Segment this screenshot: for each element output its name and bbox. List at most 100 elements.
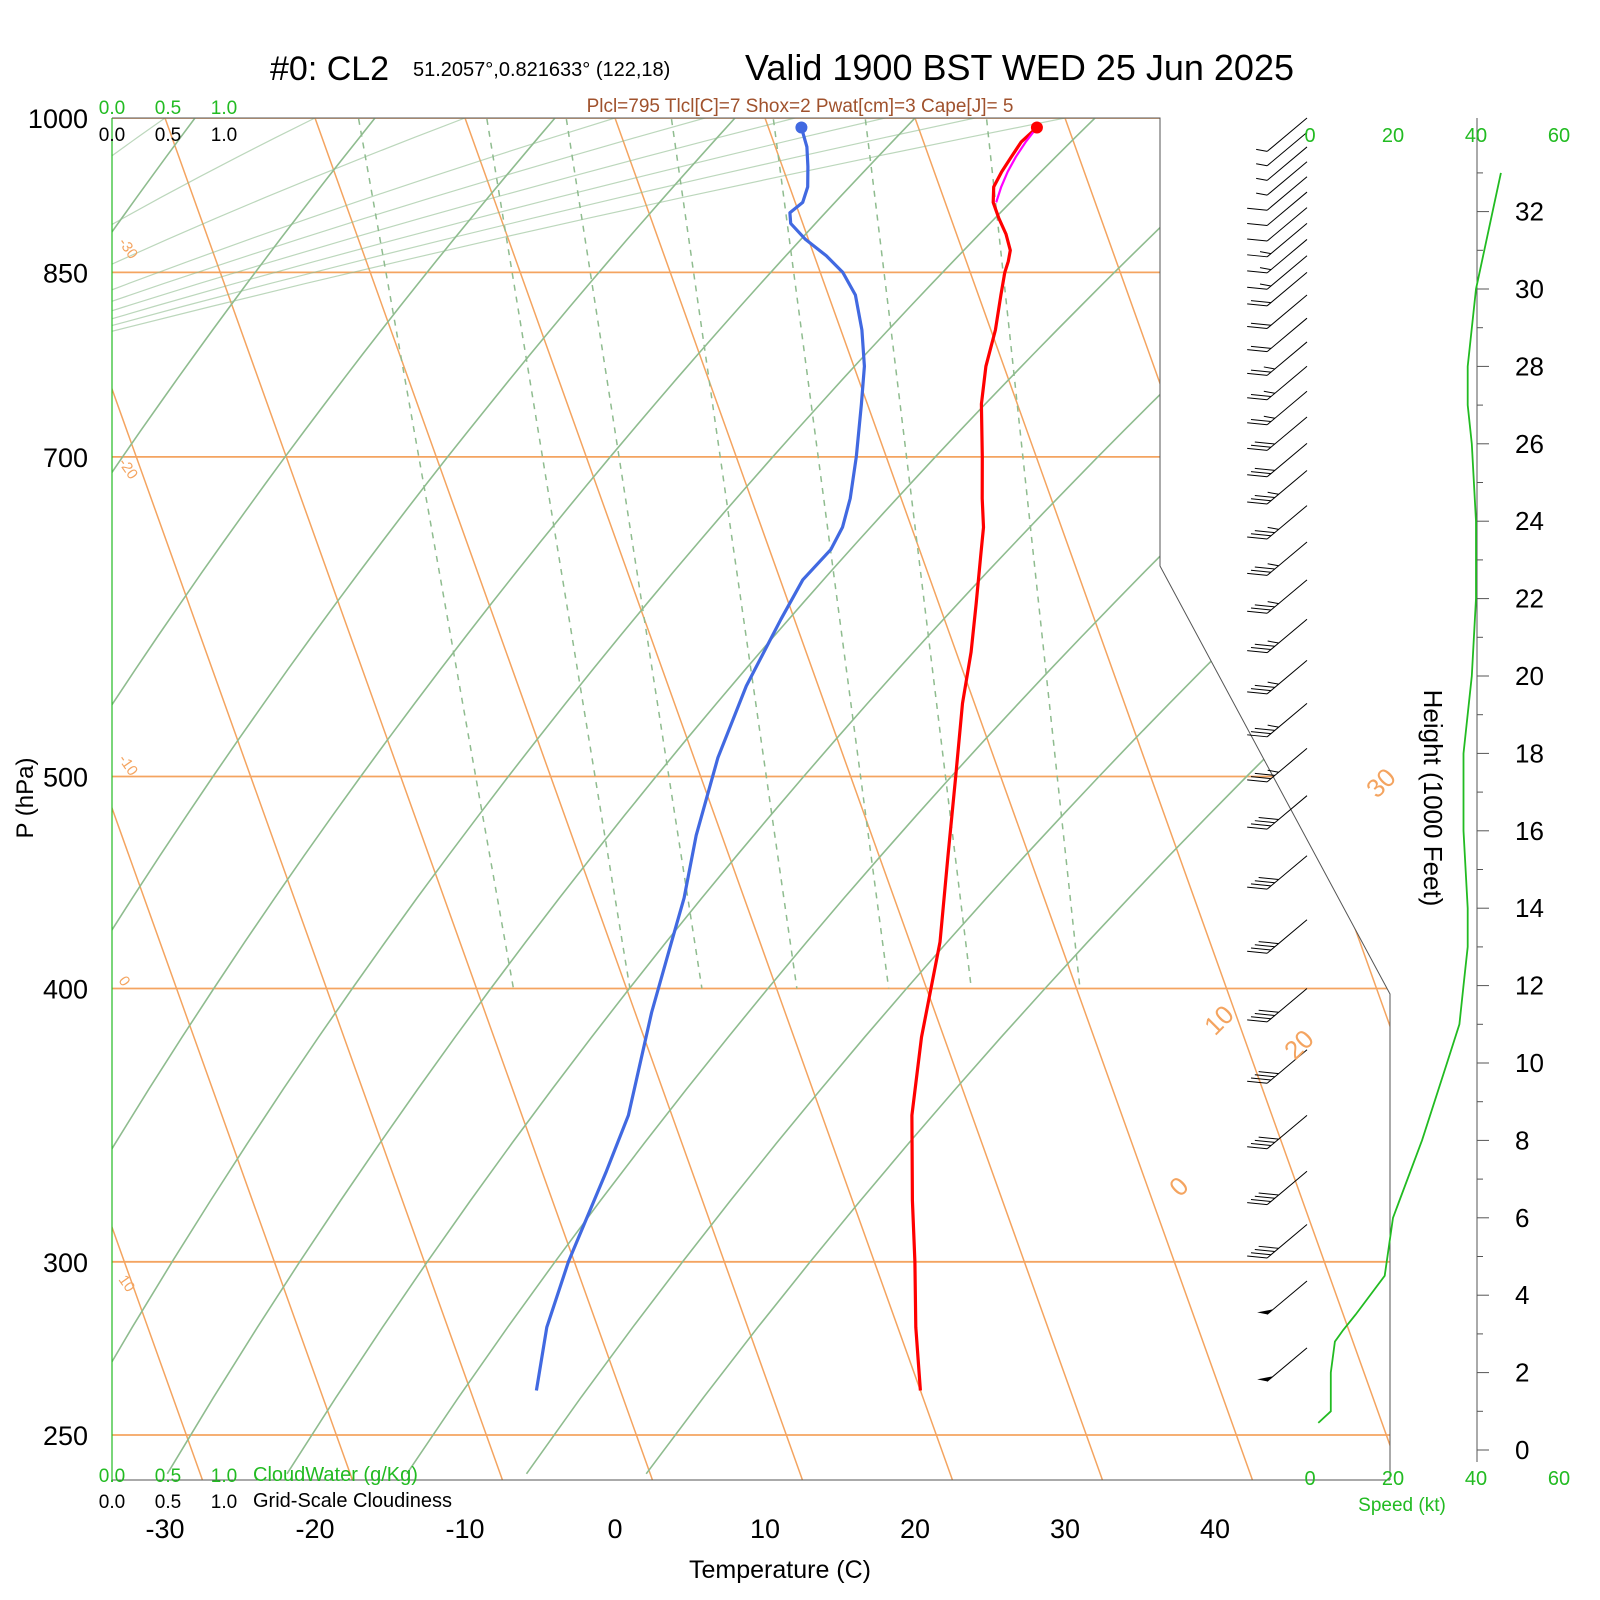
speed-tick-top: 20 (1382, 125, 1404, 147)
wind-barb-feather (1254, 1195, 1275, 1199)
wind-barb-staff (1266, 117, 1308, 152)
wind-barb-feather (1247, 474, 1268, 478)
pressure-tick-label: 250 (43, 1421, 88, 1451)
wind-barb-staff (1266, 207, 1308, 242)
height-tick-label: 30 (1515, 274, 1544, 304)
y-axis-label: P (hPa) (12, 758, 39, 839)
isotherm-label: -30 (115, 235, 141, 263)
wind-barb-staff (1266, 317, 1308, 352)
wind-barb-feather (1250, 1198, 1272, 1202)
wind-barb-feather (1247, 254, 1268, 258)
wind-barb-staff (1266, 579, 1308, 614)
height-tick-label: 4 (1515, 1280, 1529, 1310)
temperature-line (910, 126, 1038, 1391)
pressure-tick-label: 700 (43, 443, 88, 473)
wind-barb-feather (1267, 526, 1279, 530)
location-label: 51.2057°,0.821633° (122,18) (413, 59, 670, 81)
moist-adiabat-line (112, 118, 1022, 1475)
wind-barb-staff (1266, 703, 1308, 738)
height-tick-label: 14 (1515, 893, 1544, 923)
wind-barb-feather (1256, 177, 1268, 181)
wind-barb-feather (1254, 530, 1275, 534)
wind-barb-feather (1250, 498, 1272, 502)
wind-barb-feather (1247, 1146, 1268, 1150)
height-tick-label: 6 (1515, 1203, 1529, 1233)
wind-barb-feather (1267, 769, 1279, 773)
wind-speed-line (1317, 172, 1502, 1424)
wind-barb-staff (1266, 1170, 1308, 1206)
temperature-tick-label: 0 (607, 1514, 622, 1544)
dry-adiabat-line (112, 118, 1153, 1475)
wind-barb-feather (1258, 816, 1279, 820)
mixing-ratio-line (349, 118, 515, 989)
isotherm-label: 0 (115, 973, 134, 990)
plot-border (112, 117, 1391, 1480)
dry-adiabat-line (112, 118, 970, 1475)
wind-barb-feather (1254, 566, 1275, 570)
mixing-ratio-line (558, 118, 703, 989)
wind-barb-feather (1254, 643, 1275, 647)
wind-barb-feather (1250, 1143, 1272, 1147)
height-tick-label: 18 (1515, 738, 1544, 768)
mixing-ratio-line (478, 118, 631, 989)
wind-barb-feather (1256, 163, 1268, 167)
mixing-ratio-line (766, 118, 890, 989)
wind-barb-staff (1266, 223, 1308, 258)
height-tick-label: 16 (1515, 816, 1544, 846)
wind-barb-staff (1266, 1049, 1308, 1084)
valid-time-title: Valid 1900 BST WED 25 Jun 2025 (745, 47, 1294, 88)
isotherm-line (731, 118, 1266, 1480)
temperature-tick-label: -10 (445, 1514, 484, 1544)
wind-barb-feather (1247, 610, 1268, 614)
wind-speed-panel: 0246810121416182022242628303200202040406… (1304, 118, 1570, 1516)
height-tick-label: 32 (1515, 197, 1544, 227)
sounding-indices: Plcl=795 Tlcl[C]=7 Shox=2 Pwat[cm]=3 Cap… (587, 96, 1014, 117)
wind-barb-feather (1254, 880, 1275, 884)
moist-adiabat-line (112, 118, 1353, 1475)
wind-barb-feather (1267, 724, 1279, 728)
height-tick-label: 20 (1515, 661, 1544, 691)
wind-barb-staff (1266, 988, 1308, 1023)
cloud-scale-bottom-black: 0.5 (155, 1492, 181, 1513)
wind-barb-pennant (1257, 1309, 1274, 1315)
wind-barb-staff (1266, 660, 1308, 695)
wind-barb-feather (1258, 1192, 1279, 1196)
wind-barb-feather (1247, 779, 1268, 783)
height-tick-label: 24 (1515, 506, 1544, 536)
wind-barb-feather (1254, 1139, 1275, 1143)
moist-adiabat-line (112, 118, 1132, 1475)
run-label: #0: CL2 (270, 50, 389, 88)
wind-barb-feather (1247, 372, 1268, 376)
wind-barb-feather (1247, 536, 1268, 540)
cloud-scale-bottom-black: 0.0 (99, 1492, 125, 1513)
wind-barb-staff (1266, 272, 1308, 307)
cloudiness-label: Grid-Scale Cloudiness (253, 1490, 452, 1512)
height-tick-label: 12 (1515, 971, 1544, 1001)
wind-barb-feather (1250, 607, 1272, 611)
wind-barb-feather (1250, 947, 1272, 951)
wind-barb-feather (1259, 283, 1272, 287)
wind-barb-feather (1250, 1016, 1272, 1020)
sounding-lines (534, 121, 1043, 1391)
speed-tick-bottom: 60 (1548, 1468, 1570, 1490)
wind-barb-staff (1266, 1224, 1308, 1259)
isotherm-label: 10 (115, 1272, 138, 1295)
wind-barb-staff (1266, 239, 1308, 274)
wind-barb-feather (1254, 467, 1275, 471)
wind-barb-staff (1266, 795, 1308, 830)
dry-adiabat-line (645, 118, 1390, 1475)
cloud-scale-top-black: 0.0 (99, 125, 125, 146)
surface-dewpoint-dot (795, 121, 808, 134)
wind-barb-staff (1266, 131, 1308, 167)
isotherm-line (431, 118, 966, 1480)
pressure-tick-label: 1000 (28, 104, 88, 134)
wind-barb-staff (1266, 255, 1308, 290)
temperature-tick-label: -20 (295, 1514, 334, 1544)
wind-barb-feather (1267, 563, 1279, 567)
wind-barb-feather (1247, 303, 1268, 307)
isotherm-line (112, 118, 216, 1480)
wind-barb-feather (1254, 1074, 1275, 1078)
wind-barb-feather (1258, 1009, 1279, 1013)
wind-barb-feather (1254, 820, 1275, 824)
